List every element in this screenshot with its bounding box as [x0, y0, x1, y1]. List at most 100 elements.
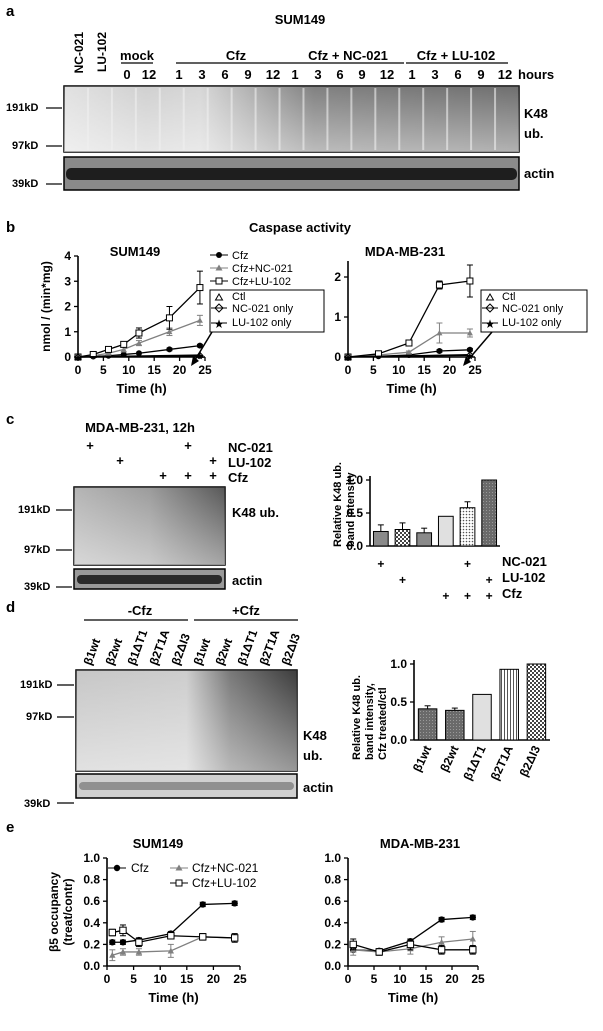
data-point-Cfz: [196, 342, 203, 349]
y-axis-label: nmol / (min*mg): [39, 261, 53, 352]
k48-label-c: K48 ub.: [232, 505, 279, 520]
x-tick-label: 15: [180, 972, 194, 986]
y-tick-label: 1.0: [324, 851, 341, 865]
group-label-cfz-lu102: Cfz + LU-102: [417, 48, 495, 63]
data-point-LU-102 only: ★: [74, 353, 83, 364]
panel-b-letter: b: [6, 219, 15, 236]
y-tick-label: 0: [334, 350, 341, 364]
x-category-label: β1wt: [410, 743, 434, 774]
data-point-Cfz: [436, 348, 443, 354]
time-lu-3: 3: [431, 67, 438, 82]
data-point-Cfz+NC-021: [135, 340, 142, 346]
mw-39-d: 39kD: [24, 798, 50, 810]
data-point-Cfz+NC-021: [119, 948, 127, 955]
x-tick-label: 10: [154, 972, 168, 986]
panel-e: e SUM149 MDA-MB-231 0 5 10 15 20 250.00.20.40…: [6, 819, 485, 1005]
data-point-Cfz: [466, 346, 473, 353]
panel-e-letter: e: [6, 819, 14, 836]
c-plus-cfz-3: +: [209, 468, 217, 483]
x-tick-label: 0: [345, 363, 352, 377]
bar-treatment-plus: +: [464, 589, 471, 603]
panel-a-cell-line: SUM149: [275, 12, 326, 27]
bar-Cfz: [437, 515, 454, 547]
data-point-Cfz+NC-021: [196, 317, 203, 323]
y-tick-label: 3: [64, 274, 71, 288]
data-point-Cfz: [231, 900, 238, 907]
y-tick-label: 0.5: [346, 506, 363, 520]
mw-191-d: 191kD: [20, 679, 52, 691]
y-tick-label: 0.6: [324, 894, 341, 908]
data-point-Cfz+NC-021: [135, 948, 143, 955]
d-plus-cfz: +Cfz: [232, 603, 260, 618]
bar-treatment-plus: +: [442, 589, 449, 603]
d-minus-cfz: -Cfz: [128, 603, 153, 618]
legend-b-left: Cfz Cfz+NC-021 Cfz+LU-102 Ctl NC-021 onl…: [191, 250, 325, 366]
data-point-Cfz+LU-102: [135, 938, 143, 946]
x-tick-label: 5: [130, 972, 137, 986]
group-label-mock: mock: [120, 48, 155, 63]
x-tick-label: 25: [468, 363, 482, 377]
x-tick-label: 25: [233, 972, 247, 986]
time-lu-9: 9: [477, 67, 484, 82]
data-point-Cfz+LU-102: [230, 934, 239, 942]
x-tick-label: 5: [370, 363, 377, 377]
data-point-Cfz+NC-021: [109, 952, 116, 958]
c-treat-lu102: LU-102: [228, 455, 271, 470]
c-bar-treat-nc021: NC-021: [502, 554, 547, 569]
y-tick-label: 1: [334, 310, 341, 324]
time-cfz-6: 6: [221, 67, 228, 82]
legend-b-cfz: Cfz: [232, 250, 249, 262]
data-point-Cfz+NC-021: [438, 939, 445, 945]
panel-e-left-title: SUM149: [133, 836, 184, 851]
bar-NC-021: [372, 530, 389, 547]
c-bar-ylabel-2: band intensity: [345, 472, 357, 547]
x-tick-label: 20: [445, 972, 459, 986]
c-plus-lu-2: +: [209, 453, 217, 468]
time-lu-6: 6: [454, 67, 461, 82]
data-point-Cfz+LU-102: [435, 281, 443, 289]
data-point-Cfz+LU-102: [375, 948, 383, 956]
chart-b-left: 0 5 10 15 20 25 0 1 2 3 4 Time (h) nmol / (min*mg) ★ ★: [39, 249, 212, 396]
chart-c: 0.0 0.5 1.0 + + + + + + +: [346, 473, 500, 603]
x-tick-label: 20: [207, 972, 221, 986]
panel-a: a SUM149 NC-021 LU-102 mock Cfz Cfz + NC…: [6, 3, 554, 191]
svg-text:★: ★: [214, 317, 225, 331]
y-tick-label: 1.0: [83, 851, 100, 865]
data-point-Cfz: [109, 939, 116, 946]
ub-label-d: ub.: [303, 748, 323, 763]
data-point-Cfz: [199, 901, 206, 908]
data-point-Cfz+NC-021: [120, 346, 127, 352]
x-axis-label: Time (h): [388, 990, 438, 1005]
d-bar-ylabel-2: band intensity,: [364, 683, 376, 760]
mw-97-a: 97kD: [12, 140, 38, 152]
ub-label-a: ub.: [524, 126, 544, 141]
data-point-Cfz: [166, 346, 173, 353]
bar-Cfz+LU-102: [481, 479, 498, 547]
k48-label-a: K48: [524, 106, 548, 121]
series-line-LU-102 only: [77, 355, 200, 358]
mw-97-c: 97kD: [24, 544, 50, 556]
y-axis-label: (treat/contr): [61, 878, 75, 945]
panel-e-right-title: MDA-MB-231: [380, 836, 460, 851]
legend-e-cfz: Cfz: [131, 861, 149, 875]
bar-treatment-plus: +: [377, 557, 384, 571]
mw-191-a: 191kD: [6, 102, 38, 114]
panel-c-letter: c: [6, 411, 14, 428]
c-plus-lu-1: +: [116, 453, 124, 468]
data-point-Cfz+NC-021: [466, 330, 473, 336]
c-plus-cfz-2: +: [184, 468, 192, 483]
data-point-Cfz: [438, 916, 445, 923]
mw-39-a: 39kD: [12, 178, 38, 190]
y-tick-label: 0.4: [324, 916, 341, 930]
mw-97-d: 97kD: [26, 711, 52, 723]
y-tick-label: 0.4: [83, 916, 100, 930]
x-tick-label: 5: [100, 363, 107, 377]
data-point-Cfz+LU-102: [165, 314, 173, 322]
y-tick-label: 0.5: [390, 695, 407, 709]
y-tick-label: 2: [334, 270, 341, 284]
x-tick-label: 15: [148, 363, 162, 377]
data-point-Cfz+LU-102: [199, 933, 207, 941]
lane-label-nc021: NC-021: [72, 32, 86, 74]
bar-β1wt: [417, 708, 438, 741]
